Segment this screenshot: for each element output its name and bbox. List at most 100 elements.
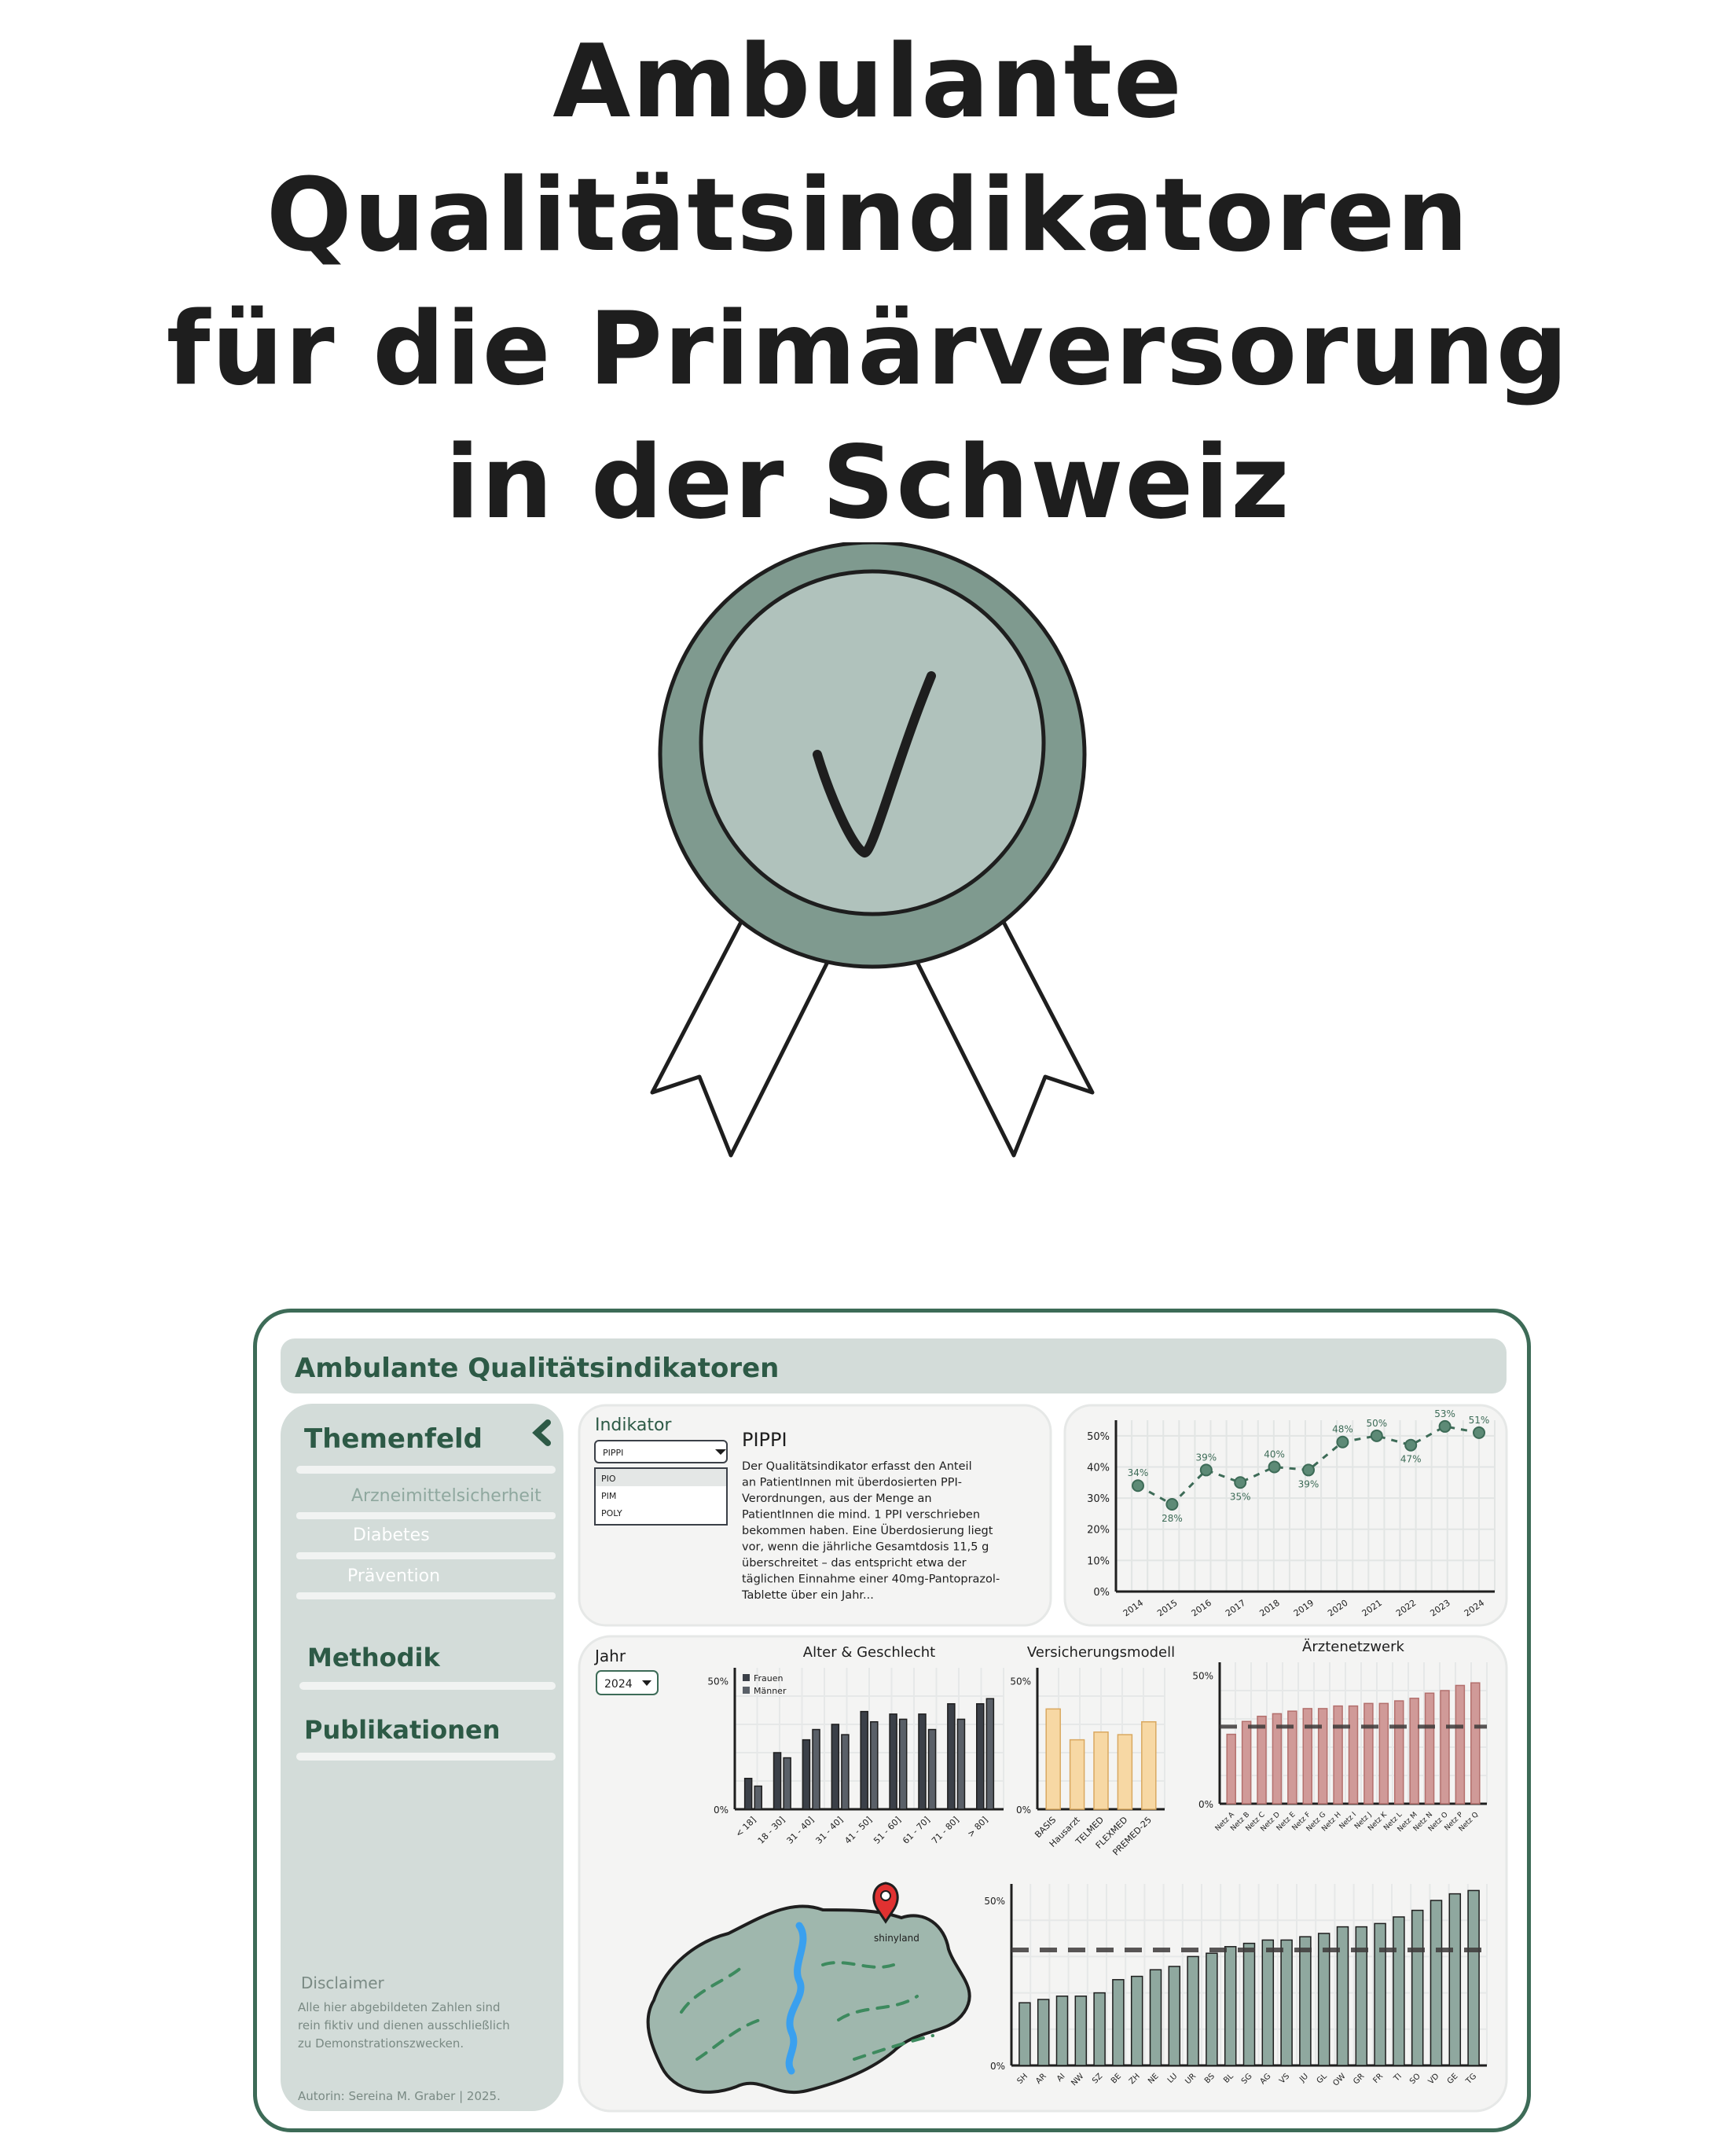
bar [1141, 1720, 1157, 1810]
award-badge-icon [650, 542, 1095, 1158]
dashboard-header [281, 1338, 1507, 1393]
chart-title: Versicherungsmodell [1027, 1644, 1175, 1661]
indicator-select-value: PIPPI [603, 1448, 623, 1458]
trend-point [1473, 1426, 1485, 1439]
sidebar-item-diabetes[interactable]: Diabetes [353, 1526, 430, 1545]
indicator-heading: PIPPI [742, 1429, 787, 1451]
trend-line-chart: 0%10%20%30%40%50%34%201428%201539%201635… [1087, 1408, 1496, 1618]
sidebar-item-praevention[interactable]: Prävention [347, 1566, 440, 1586]
year-label: Jahr [593, 1647, 626, 1665]
y-tick-label: 0% [1198, 1799, 1213, 1810]
bar [743, 1777, 753, 1810]
trend-point [1268, 1460, 1281, 1474]
checkmark-icon [813, 671, 936, 858]
bar [1226, 1733, 1236, 1805]
y-tick-label: 30% [1087, 1493, 1110, 1505]
data-label: 47% [1400, 1454, 1422, 1465]
dashboard-canvas: Ambulante Qualitätsindikatoren Themenfel… [281, 1338, 1508, 2113]
bar [976, 1703, 985, 1810]
y-tick-label: 50% [1087, 1431, 1110, 1443]
year-select-value: 2024 [604, 1678, 633, 1691]
bar [1348, 1705, 1359, 1805]
bar [1409, 1698, 1419, 1805]
data-label: 39% [1195, 1452, 1217, 1463]
data-label: 28% [1162, 1513, 1183, 1524]
bar [1045, 1708, 1061, 1810]
indicator-option[interactable]: PIO [601, 1474, 616, 1484]
chevron-down-icon [642, 1680, 651, 1686]
indicator-option-highlight [596, 1469, 726, 1486]
indicator-option[interactable]: POLY [601, 1508, 622, 1518]
dashboard-mockup: Ambulante Qualitätsindikatoren Themenfel… [253, 1309, 1531, 2132]
sidebar-methodik[interactable]: Methodik [307, 1643, 440, 1673]
bar [947, 1703, 956, 1810]
indicator-option[interactable]: PIM [601, 1491, 616, 1501]
indicator-description-line: Tablette über ein Jahr... [741, 1589, 874, 1602]
indicator-description-line: an PatientInnen mit überdosierten PPI- [742, 1477, 962, 1489]
chart-title: Alter & Geschlecht [803, 1644, 935, 1661]
indicator-description-line: überschreitet – das entspricht etwa der [742, 1557, 967, 1570]
bar [1336, 1926, 1349, 2066]
bar [1393, 1700, 1404, 1805]
sidebar-publikationen[interactable]: Publikationen [304, 1715, 500, 1745]
bar [1440, 1690, 1450, 1805]
legend-label: Frauen [754, 1673, 784, 1684]
trend-point [1302, 1463, 1315, 1477]
chevron-down-icon [715, 1449, 726, 1455]
bar [841, 1734, 850, 1810]
disclaimer-line: rein fiktiv und dienen ausschließlich [298, 2018, 510, 2032]
bar [870, 1720, 879, 1810]
bar [1424, 1692, 1435, 1805]
bar [783, 1757, 791, 1810]
bar [1374, 1922, 1386, 2066]
trend-point [1404, 1438, 1418, 1452]
chart-title: Ärztenetzwerk [1302, 1639, 1404, 1655]
bar [1206, 1952, 1218, 2066]
bar [1257, 1715, 1267, 1805]
y-tick-label: 0% [714, 1805, 729, 1816]
trend-point [1438, 1419, 1452, 1433]
bar [927, 1728, 937, 1810]
bar [1448, 1893, 1462, 2066]
bar [1302, 1708, 1313, 1805]
year-select[interactable] [596, 1670, 659, 1695]
bar [1430, 1900, 1443, 2066]
bar [1069, 1739, 1085, 1810]
bar [1272, 1713, 1283, 1805]
y-tick-label: 20% [1087, 1525, 1110, 1537]
bar [1187, 1955, 1199, 2066]
legend-swatch [743, 1687, 750, 1694]
bar [1241, 1720, 1252, 1805]
y-tick-label: 0% [990, 2061, 1005, 2072]
canton-chart: 0%50%SH AR AI NW SZ BE ZH NE LU UR BS BL SG AG VS JU GL O… [984, 1884, 1488, 2088]
indicator-description-line: Der Qualitätsindikator erfasst den Antei… [742, 1460, 972, 1473]
bar [1363, 1702, 1374, 1805]
sidebar-themenfeld[interactable]: Themenfeld [304, 1423, 483, 1455]
bar [860, 1710, 868, 1810]
sidebar-item-arzneimittelsicherheit[interactable]: Arzneimittelsicherheit [351, 1486, 541, 1506]
y-tick-label: 40% [1087, 1462, 1110, 1474]
bar [918, 1713, 927, 1810]
disclaimer-line: zu Demonstrationszwecken. [298, 2036, 464, 2051]
legend-swatch [743, 1674, 750, 1681]
chevron-left-icon[interactable] [532, 1419, 551, 1446]
bar [1074, 1996, 1088, 2066]
bar [1149, 1969, 1162, 2066]
sidebar-divider [299, 1682, 556, 1690]
bar [1112, 1979, 1125, 2066]
bar [1317, 1708, 1328, 1805]
bar [1130, 1975, 1143, 2066]
bar [1093, 1992, 1106, 2066]
indicator-select[interactable] [594, 1440, 728, 1463]
bar [1093, 1731, 1109, 1810]
data-label: 40% [1264, 1449, 1285, 1460]
indicator-description-line: bekommen haben. Eine Überdosierung liegt [742, 1523, 993, 1537]
bar [1280, 1939, 1293, 2066]
map-river [785, 1922, 807, 2075]
title-line-1: Ambulante Qualitätsindikatoren [266, 24, 1470, 274]
indicator-description-line: PatientInnen die mind. 1 PPI verschriebe… [742, 1509, 980, 1522]
y-tick-label: 50% [984, 1896, 1005, 1907]
bar [1467, 1889, 1480, 2066]
bar [831, 1724, 840, 1810]
data-label: 51% [1469, 1415, 1490, 1426]
